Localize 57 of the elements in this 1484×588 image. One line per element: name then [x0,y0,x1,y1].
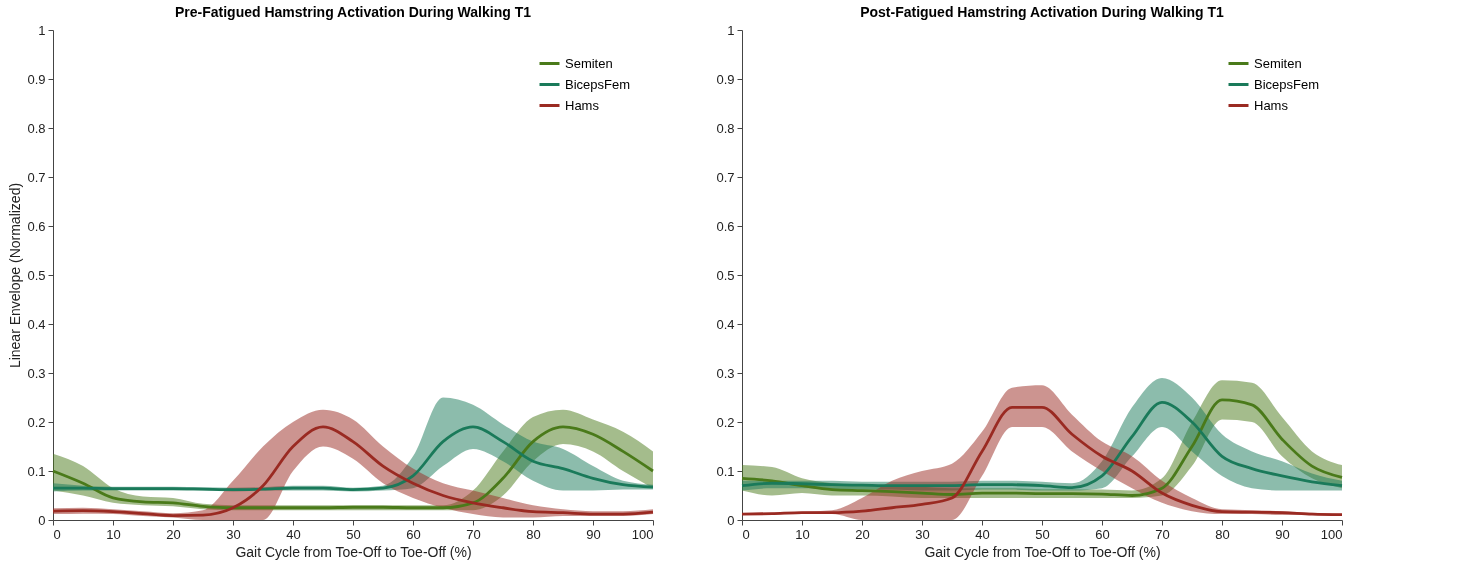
chart-title: Post-Fatigued Hamstring Activation During Walking T1 [860,4,1225,20]
y-tick-label: 0.7 [716,169,735,185]
y-tick-label: 0 [727,512,735,528]
legend-label: Semiten [1254,55,1302,71]
y-axis-title: Linear Envelope (Normalized) [7,182,24,369]
x-tick-label: 50 [1035,526,1050,542]
x-tick-label: 60 [406,526,421,542]
x-tick-label: 30 [915,526,930,542]
y-tick-label: 0.9 [716,71,735,87]
y-tick-label: 0.6 [716,218,735,234]
x-tick-label: 90 [1275,526,1290,542]
x-tick-label: 100 [1320,526,1343,542]
x-tick-label: 0 [742,526,750,542]
y-tick-label: 1 [727,22,735,38]
x-tick-label: 40 [286,526,301,542]
y-tick-label: 0.4 [716,316,735,332]
y-tick-label: 0.1 [716,463,735,479]
x-tick-label: 90 [586,526,601,542]
x-tick-label: 10 [795,526,810,542]
legend-label: Hams [565,97,600,113]
x-tick-label: 80 [1215,526,1230,542]
y-tick-label: 0.7 [27,169,46,185]
x-axis-title: Gait Cycle from Toe-Off to Toe-Off (%) [235,543,472,560]
x-tick-label: 80 [526,526,541,542]
legend-label: Semiten [565,55,613,71]
legend-label: Hams [1254,97,1289,113]
x-tick-label: 70 [466,526,481,542]
x-tick-label: 20 [166,526,181,542]
y-tick-label: 0.6 [27,218,46,234]
x-axis-title: Gait Cycle from Toe-Off to Toe-Off (%) [924,543,1161,560]
x-tick-label: 70 [1155,526,1170,542]
legend-label: BicepsFem [565,76,631,92]
line-series [51,425,655,492]
y-tick-label: 0.1 [27,463,46,479]
y-tick-label: 0.2 [27,414,46,430]
x-tick-label: 60 [1095,526,1110,542]
y-tick-label: 0.5 [27,267,46,283]
line-series [740,405,1344,517]
x-tick-label: 0 [53,526,61,542]
y-tick-label: 0.5 [716,267,735,283]
y-tick-label: 0.2 [716,414,735,430]
x-tick-label: 50 [346,526,361,542]
x-tick-label: 20 [855,526,870,542]
y-tick-label: 0.8 [27,120,46,136]
y-tick-label: 0.3 [716,365,735,381]
x-tick-label: 40 [975,526,990,542]
legend-label: BicepsFem [1254,76,1320,92]
x-tick-label: 10 [106,526,121,542]
y-tick-label: 1 [38,22,46,38]
y-tick-label: 0.8 [716,120,735,136]
chart-title: Pre-Fatigued Hamstring Activation During Walking T1 [175,4,532,20]
y-tick-label: 0.4 [27,316,46,332]
y-tick-label: 0 [38,512,46,528]
y-tick-label: 0.3 [27,365,46,381]
x-tick-label: 100 [631,526,654,542]
y-tick-label: 0.9 [27,71,46,87]
x-tick-label: 30 [226,526,241,542]
